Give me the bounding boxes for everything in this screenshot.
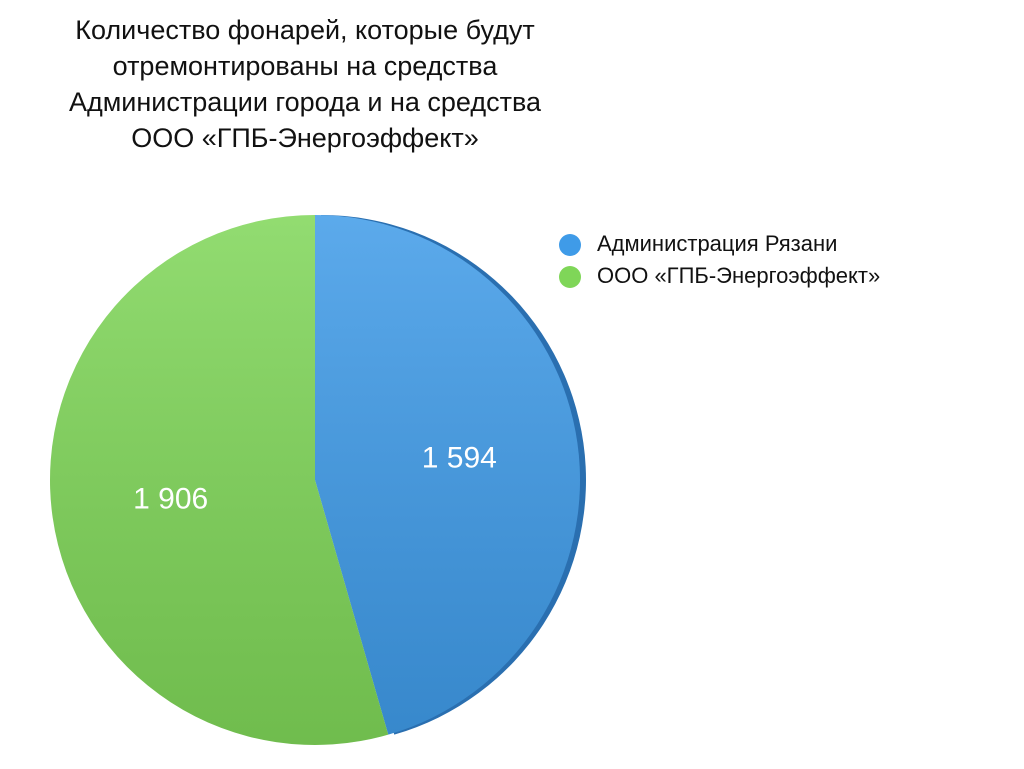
legend-marker xyxy=(559,266,581,288)
data-label: 1 906 xyxy=(133,482,208,515)
slice-shade xyxy=(315,215,581,735)
chart-title: Количество фонарей, которые будут отремо… xyxy=(68,15,542,153)
legend-label: Администрация Рязани xyxy=(597,231,837,256)
slice-shade xyxy=(50,215,389,745)
legend-label: ООО «ГПБ-Энергоэффект» xyxy=(597,263,880,288)
legend-marker xyxy=(559,234,581,256)
data-label: 1 594 xyxy=(422,442,497,475)
